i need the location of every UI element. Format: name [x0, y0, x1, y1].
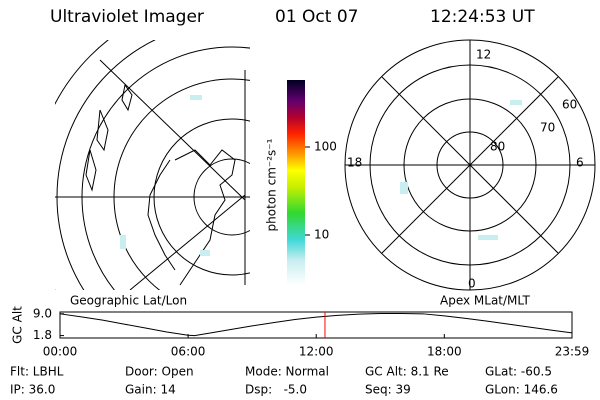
x-tick-label: 12:00 — [299, 345, 334, 359]
status-field: GC Alt: 8.1 Re — [365, 365, 449, 379]
colorbar-unit: photon cm⁻²s⁻¹ — [265, 138, 279, 231]
polar-label: Apex MLat/MLT — [440, 294, 530, 308]
mlt-label: 0 — [468, 277, 476, 291]
colorbar — [287, 80, 305, 285]
x-tick-label: 06:00 — [171, 345, 206, 359]
polar-grid — [344, 39, 596, 291]
map — [55, 40, 250, 290]
date: 01 Oct 07 — [275, 7, 358, 27]
title: Ultraviolet Imager — [50, 7, 204, 27]
status-field: Dsp: -5.0 — [245, 383, 307, 397]
map-label: Geographic Lat/Lon — [70, 294, 187, 308]
status-field: GLon: 146.6 — [485, 383, 558, 397]
mlt-label: 6 — [576, 156, 584, 170]
time: 12:24:53 UT — [430, 7, 535, 27]
status-field: Seq: 39 — [365, 383, 411, 397]
status-field: Flt: LBHL — [10, 365, 64, 379]
status-field: GLat: -60.5 — [485, 365, 552, 379]
x-tick-label: 00:00 — [43, 345, 78, 359]
lat-label: 80 — [490, 140, 505, 154]
lat-label: 70 — [540, 121, 555, 135]
y-tick-label: 9.0 — [33, 306, 52, 320]
mlt-label: 18 — [347, 156, 362, 170]
colorbar-tick-label: 10 — [314, 228, 329, 242]
status-field: Gain: 14 — [125, 383, 176, 397]
x-tick-label: 18:00 — [427, 345, 462, 359]
lat-label: 60 — [562, 98, 577, 112]
mlt-label: 12 — [476, 48, 491, 62]
y-axis-label: GC Alt — [11, 306, 25, 344]
x-tick-label: 23:59 — [555, 345, 590, 359]
status-field: Mode: Normal — [245, 365, 329, 379]
status-field: IP: 36.0 — [10, 383, 55, 397]
altitude-line — [59, 313, 573, 337]
colorbar-tick-label: 100 — [314, 140, 337, 154]
y-tick-label: 1.8 — [33, 328, 52, 342]
status-field: Door: Open — [125, 365, 194, 379]
